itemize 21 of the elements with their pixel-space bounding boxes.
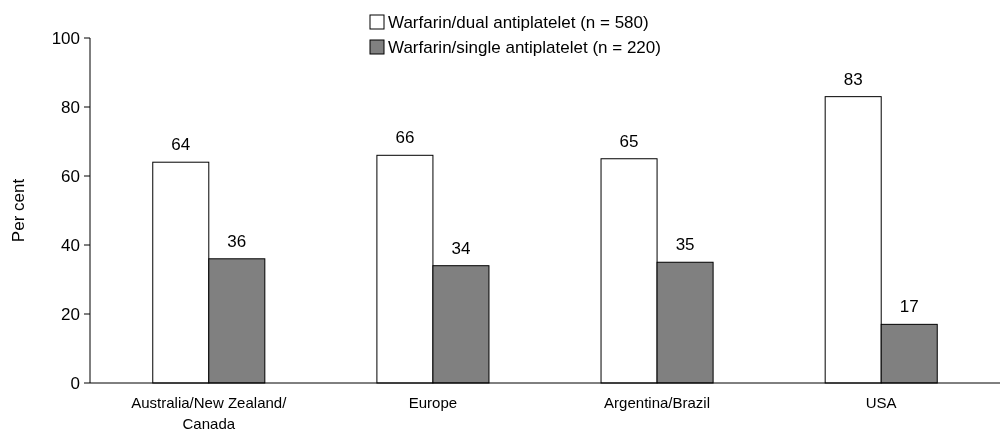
y-axis-title: Per cent (9, 178, 28, 243)
x-tick-label: USA (865, 394, 897, 411)
data-label: 34 (451, 238, 471, 258)
y-tick-label: 80 (61, 97, 80, 117)
legend-label: Warfarin/dual antiplatelet (n = 580) (388, 12, 649, 32)
y-tick-label: 100 (51, 28, 80, 48)
data-label: 64 (171, 135, 191, 155)
data-label: 65 (619, 131, 639, 151)
y-tick-label: 0 (70, 373, 80, 393)
legend-label: Warfarin/single antiplatelet (n = 220) (388, 37, 661, 57)
data-label: 83 (843, 69, 863, 89)
x-tick-label: Australia/New Zealand/ Canada (131, 394, 288, 432)
data-label: 17 (899, 297, 919, 317)
data-label: 66 (395, 128, 415, 148)
data-label: 35 (675, 235, 695, 255)
y-tick-label: 60 (61, 166, 80, 186)
data-label: 36 (227, 231, 247, 251)
x-tick-label: Europe (408, 394, 458, 411)
x-tick-label: Argentina/Brazil (604, 394, 711, 411)
y-tick-label: 40 (61, 235, 80, 255)
y-tick-label: 20 (61, 304, 80, 324)
